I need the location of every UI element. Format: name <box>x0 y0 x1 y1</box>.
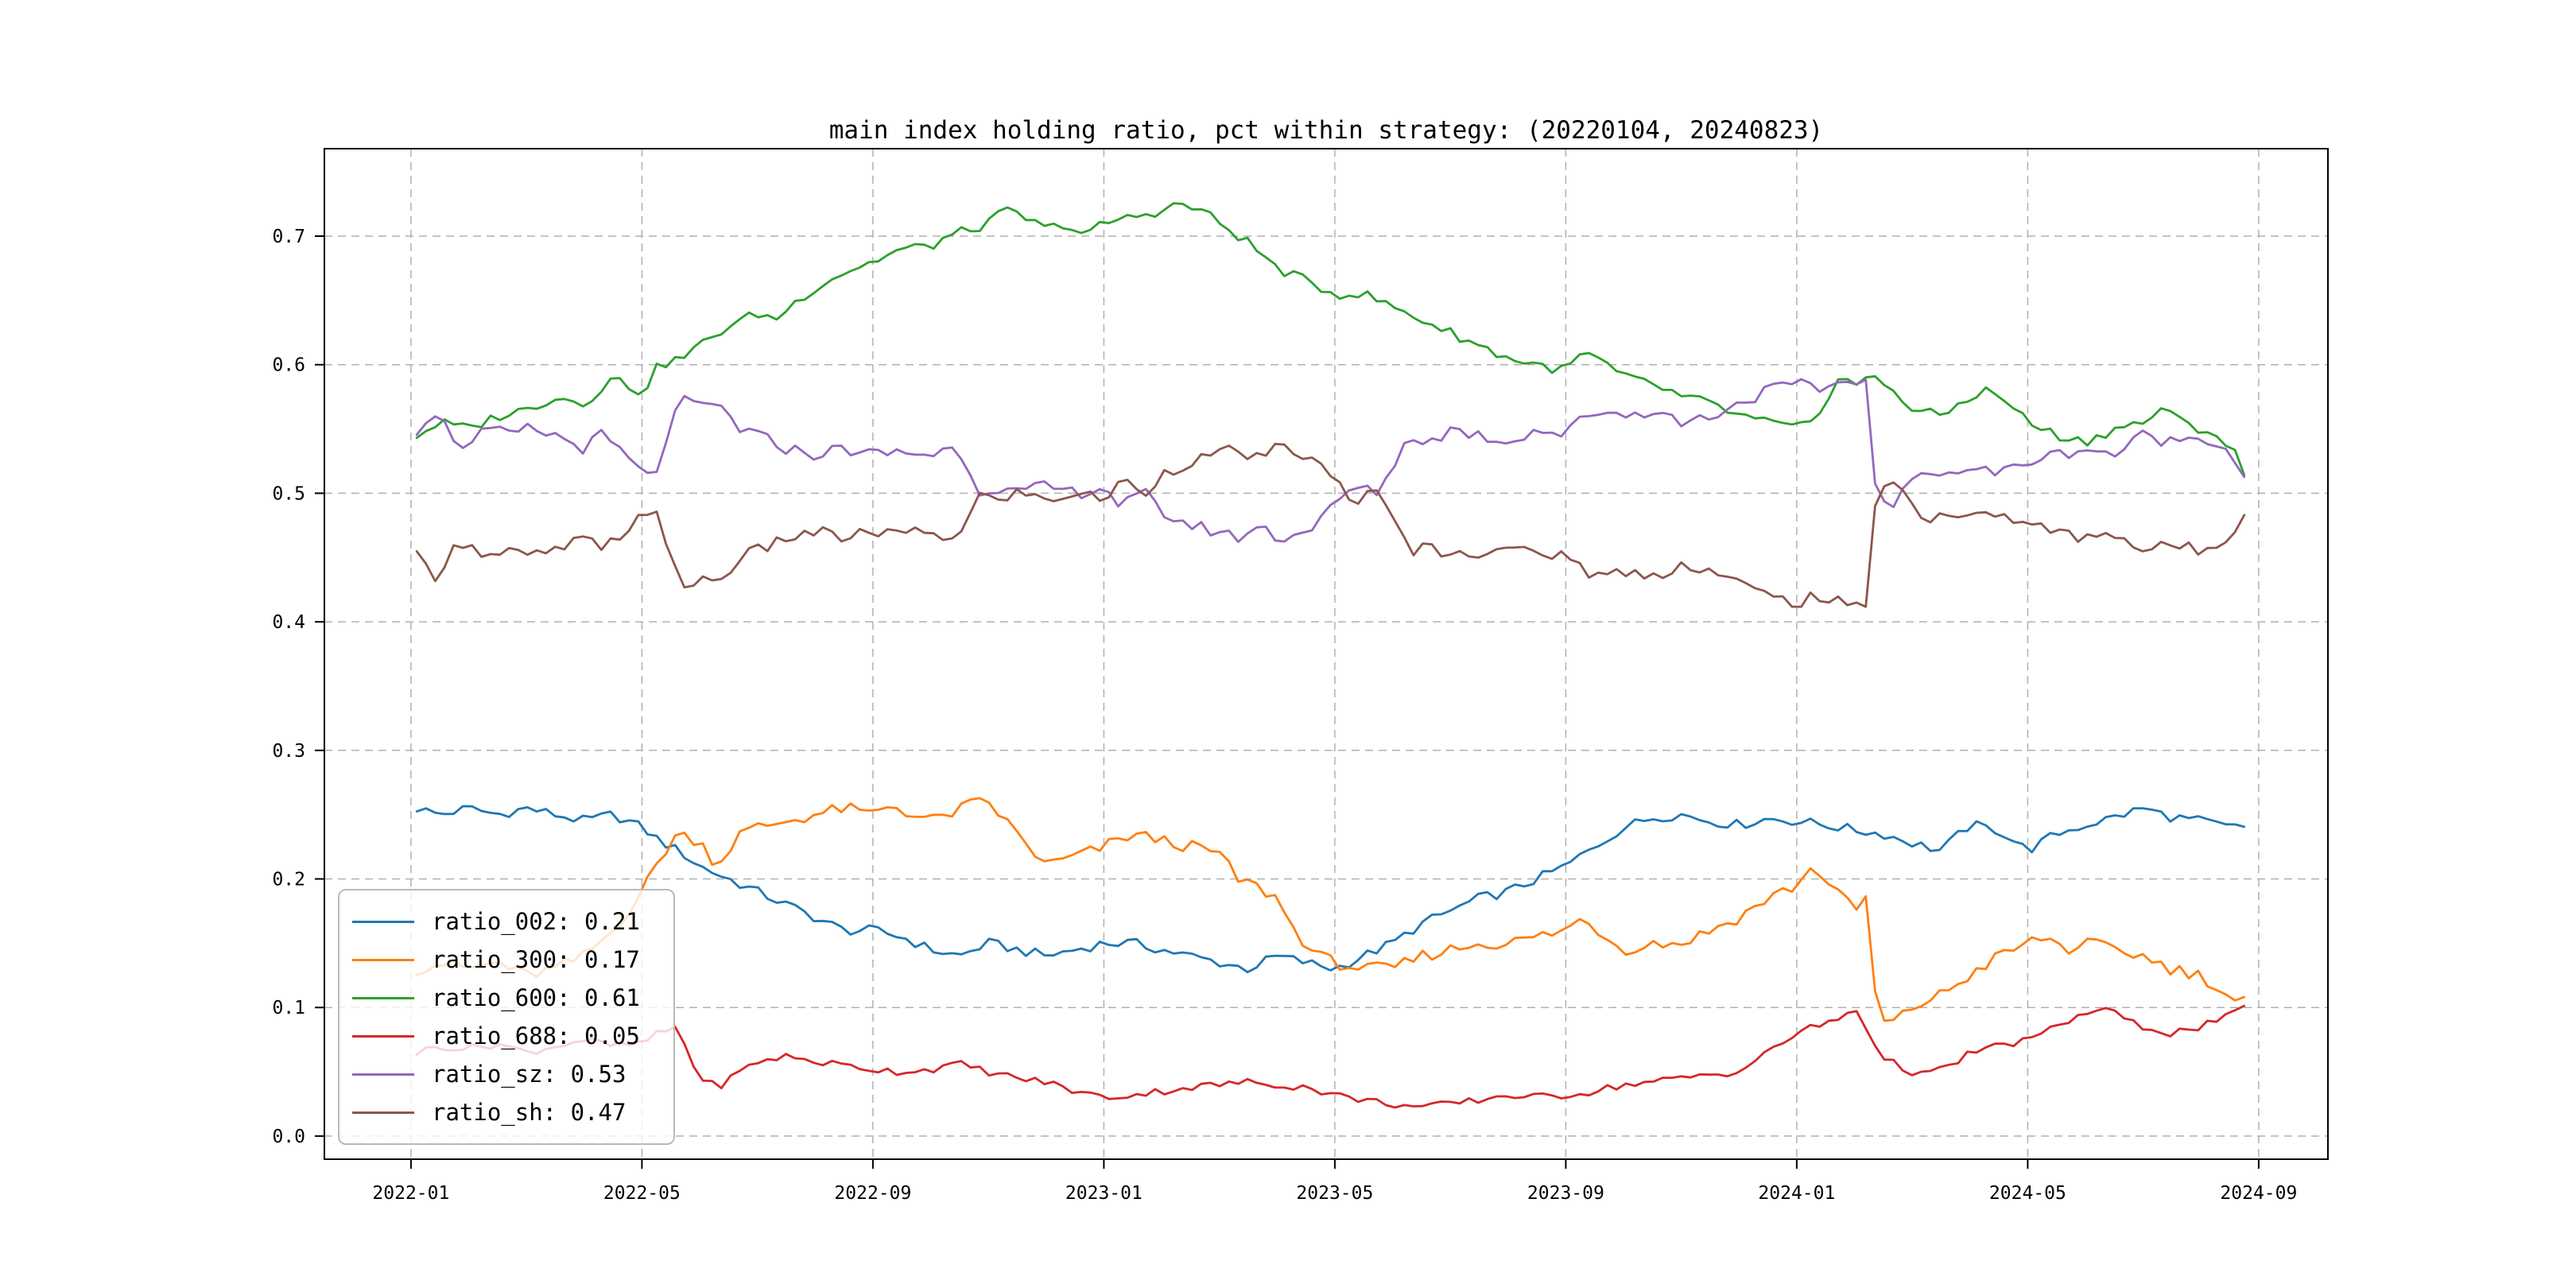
y-tick-label: 0.4 <box>272 612 305 633</box>
legend-item-ratio_sz: ratio_sz: 0.53 <box>352 1061 661 1088</box>
legend-line-ratio_300 <box>352 958 414 961</box>
series-line-ratio_688 <box>415 1004 2246 1109</box>
legend-item-ratio_300: ratio_300: 0.17 <box>352 946 661 973</box>
plot-border <box>324 148 2329 1160</box>
legend-label-ratio_688: ratio_688: 0.05 <box>432 1022 640 1049</box>
series-group <box>415 202 2246 1109</box>
x-tick-label: 2023-09 <box>1527 1183 1604 1204</box>
legend-label-ratio_600: ratio_600: 0.61 <box>432 984 640 1011</box>
legend-item-ratio_002: ratio_002: 0.21 <box>352 908 661 935</box>
series-line-ratio_300 <box>415 797 2246 1022</box>
y-tick-label: 0.6 <box>272 355 305 376</box>
series-line-ratio_sz <box>415 378 2246 543</box>
legend-label-ratio_002: ratio_002: 0.21 <box>432 908 640 935</box>
chart-title: main index holding ratio, pct within str… <box>828 116 1824 145</box>
legend-label-ratio_300: ratio_300: 0.17 <box>432 946 640 973</box>
x-tick-label: 2024-01 <box>1758 1183 1835 1204</box>
y-tick-label: 0.0 <box>272 1127 305 1147</box>
y-tick-label: 0.5 <box>272 483 305 504</box>
x-tick-label: 2024-09 <box>2220 1183 2297 1204</box>
legend-item-ratio_688: ratio_688: 0.05 <box>352 1022 661 1049</box>
legend-line-ratio_002 <box>352 920 414 923</box>
legend-line-ratio_sh <box>352 1111 414 1114</box>
series-line-ratio_002 <box>415 805 2246 974</box>
y-tick-label: 0.7 <box>272 227 305 247</box>
legend-item-ratio_600: ratio_600: 0.61 <box>352 984 661 1011</box>
y-tick-label: 0.3 <box>272 741 305 762</box>
x-tick-label: 2022-05 <box>603 1183 681 1204</box>
legend-line-ratio_688 <box>352 1034 414 1038</box>
series-line-ratio_600 <box>415 202 2246 476</box>
y-tick-label: 0.2 <box>272 870 305 890</box>
chart-legend: ratio_002: 0.21 ratio_300: 0.17 ratio_60… <box>338 889 675 1145</box>
series-line-ratio_sh <box>415 443 2246 608</box>
legend-item-ratio_sh: ratio_sh: 0.47 <box>352 1099 661 1126</box>
legend-line-ratio_sz <box>352 1073 414 1076</box>
legend-label-ratio_sh: ratio_sh: 0.47 <box>432 1099 627 1126</box>
x-tick-label: 2023-05 <box>1296 1183 1373 1204</box>
legend-label-ratio_sz: ratio_sz: 0.53 <box>432 1061 627 1088</box>
legend-line-ratio_600 <box>352 996 414 999</box>
x-tick-label: 2022-01 <box>372 1183 449 1204</box>
x-tick-label: 2024-05 <box>1989 1183 2066 1204</box>
x-tick-label: 2022-09 <box>834 1183 911 1204</box>
y-tick-label: 0.1 <box>272 998 305 1018</box>
x-tick-label: 2023-01 <box>1065 1183 1143 1204</box>
